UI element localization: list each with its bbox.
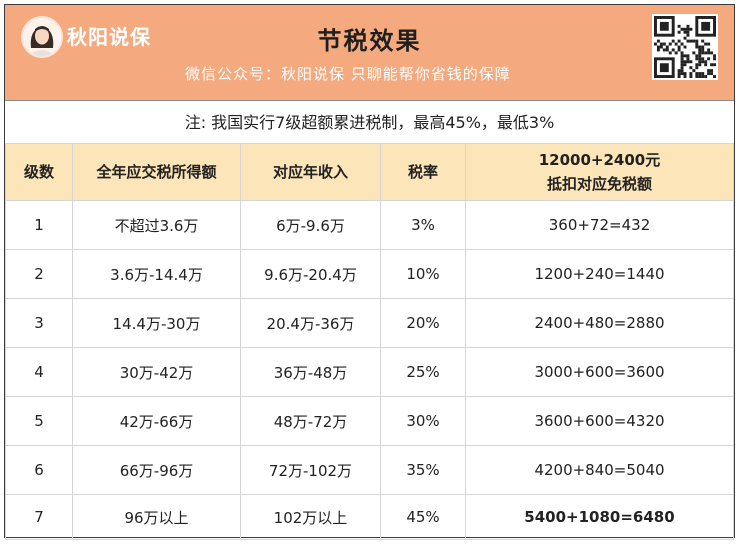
cell-tax-rate: 35% — [380, 445, 466, 495]
cell-annual-income: 48万-72万 — [240, 396, 381, 446]
cell-deduction: 5400+1080=6480 — [465, 494, 734, 540]
cell-taxable-income: 42万-66万 — [72, 396, 241, 446]
cell-deduction: 2400+480=2880 — [465, 298, 734, 348]
cell-taxable-income: 14.4万-30万 — [72, 298, 241, 348]
table-row: 5 42万-66万 48万-72万 30% 3600+600=4320 — [5, 396, 734, 446]
cell-tax-rate: 30% — [380, 396, 466, 446]
page-frame: 秋阳说保 节税效果 微信公众号：秋阳说保 只聊能帮你省钱的保障 注: 我国实行7… — [4, 4, 735, 540]
cell-level: 2 — [5, 249, 73, 299]
table-header-row: 级数 全年应交税所得额 对应年收入 税率 12000+2400元 抵扣对应免税额 — [5, 143, 734, 201]
cell-level: 7 — [5, 494, 73, 540]
header-taxable-income: 全年应交税所得额 — [72, 143, 241, 201]
person-avatar-icon — [23, 18, 61, 56]
cell-annual-income: 72万-102万 — [240, 445, 381, 495]
cell-annual-income: 6万-9.6万 — [240, 200, 381, 250]
cell-annual-income: 102万以上 — [240, 494, 381, 540]
cell-taxable-income: 3.6万-14.4万 — [72, 249, 241, 299]
cell-annual-income: 36万-48万 — [240, 347, 381, 397]
brand-name: 秋阳说保 — [67, 25, 151, 49]
qr-code-icon — [652, 14, 718, 80]
cell-tax-rate: 20% — [380, 298, 466, 348]
table-row: 7 96万以上 102万以上 45% 5400+1080=6480 — [5, 494, 734, 540]
cell-tax-rate: 10% — [380, 249, 466, 299]
header-deduction-line2: 抵扣对应免税额 — [546, 175, 652, 193]
cell-deduction: 4200+840=5040 — [465, 445, 734, 495]
cell-taxable-income: 30万-42万 — [72, 347, 241, 397]
header-annual-income: 对应年收入 — [240, 143, 381, 201]
cell-deduction: 360+72=432 — [465, 200, 734, 250]
cell-taxable-income: 66万-96万 — [72, 445, 241, 495]
table-row: 3 14.4万-30万 20.4万-36万 20% 2400+480=2880 — [5, 298, 734, 348]
cell-annual-income: 20.4万-36万 — [240, 298, 381, 348]
cell-deduction: 3600+600=4320 — [465, 396, 734, 446]
table-row: 1 不超过3.6万 6万-9.6万 3% 360+72=432 — [5, 200, 734, 250]
cell-level: 5 — [5, 396, 73, 446]
cell-tax-rate: 3% — [380, 200, 466, 250]
page-title: 节税效果 — [317, 27, 422, 55]
header-deduction: 12000+2400元 抵扣对应免税额 — [465, 143, 734, 201]
cell-deduction: 1200+240=1440 — [465, 249, 734, 299]
cell-level: 4 — [5, 347, 73, 397]
tax-table: 级数 全年应交税所得额 对应年收入 税率 12000+2400元 抵扣对应免税额… — [5, 143, 734, 540]
cell-annual-income: 9.6万-20.4万 — [240, 249, 381, 299]
cell-tax-rate: 25% — [380, 347, 466, 397]
table-row: 4 30万-42万 36万-48万 25% 3000+600=3600 — [5, 347, 734, 397]
cell-level: 3 — [5, 298, 73, 348]
header-level: 级数 — [5, 143, 73, 201]
header-deduction-line1: 12000+2400元 — [538, 151, 661, 169]
cell-taxable-income: 96万以上 — [72, 494, 241, 540]
avatar — [21, 16, 63, 58]
cell-deduction: 3000+600=3600 — [465, 347, 734, 397]
cell-tax-rate: 45% — [380, 494, 466, 540]
cell-level: 6 — [5, 445, 73, 495]
table-row: 2 3.6万-14.4万 9.6万-20.4万 10% 1200+240=1440 — [5, 249, 734, 299]
tax-note: 注: 我国实行7级超额累进税制，最高45%，最低3% — [5, 100, 734, 144]
header-banner: 秋阳说保 节税效果 微信公众号：秋阳说保 只聊能帮你省钱的保障 — [5, 5, 734, 100]
cell-taxable-income: 不超过3.6万 — [72, 200, 241, 250]
table-row: 6 66万-96万 72万-102万 35% 4200+840=5040 — [5, 445, 734, 495]
page-subtitle: 微信公众号：秋阳说保 只聊能帮你省钱的保障 — [185, 65, 511, 83]
header-tax-rate: 税率 — [380, 143, 466, 201]
cell-level: 1 — [5, 200, 73, 250]
